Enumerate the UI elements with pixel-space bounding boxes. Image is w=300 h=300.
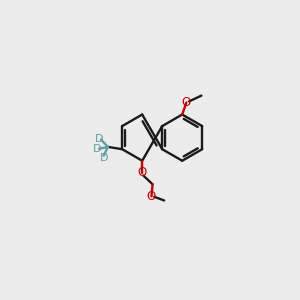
Text: O: O [138, 166, 147, 179]
Text: O: O [182, 96, 191, 109]
Text: D: D [100, 153, 108, 164]
Text: D: D [92, 144, 101, 154]
Text: O: O [147, 190, 156, 203]
Text: D: D [95, 134, 103, 144]
